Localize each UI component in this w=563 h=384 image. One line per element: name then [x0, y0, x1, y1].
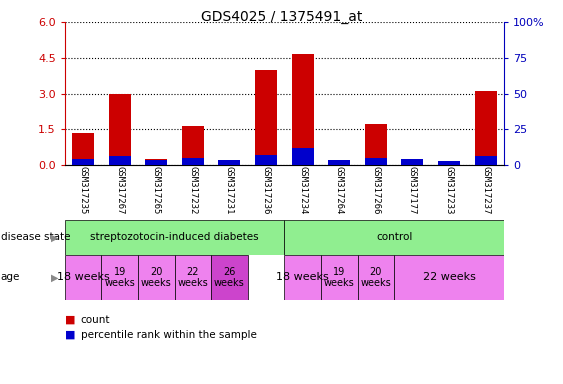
Bar: [475, 91, 497, 165]
Bar: [358, 255, 394, 300]
Bar: [292, 148, 314, 165]
Bar: [72, 159, 94, 165]
Text: percentile rank within the sample: percentile rank within the sample: [81, 330, 256, 340]
Text: ▶: ▶: [51, 232, 59, 243]
Text: 20
weeks: 20 weeks: [360, 267, 391, 288]
Bar: [109, 93, 131, 165]
Bar: [284, 255, 321, 300]
Bar: [175, 255, 211, 300]
Bar: [109, 156, 131, 165]
Text: 22 weeks: 22 weeks: [423, 273, 475, 283]
Bar: [101, 255, 138, 300]
Text: 26
weeks: 26 weeks: [214, 267, 245, 288]
Text: age: age: [1, 273, 20, 283]
Bar: [438, 162, 460, 165]
Bar: [255, 70, 277, 165]
Bar: [475, 156, 497, 165]
Bar: [65, 220, 284, 255]
Bar: [394, 255, 504, 300]
Bar: [218, 160, 240, 165]
Bar: [284, 220, 504, 255]
Text: ■: ■: [65, 330, 75, 340]
Bar: [218, 160, 240, 165]
Text: ▶: ▶: [51, 273, 59, 283]
Text: 22
weeks: 22 weeks: [177, 267, 208, 288]
Bar: [138, 255, 175, 300]
Bar: [65, 255, 101, 300]
Bar: [182, 158, 204, 165]
Bar: [365, 124, 387, 165]
Text: 20
weeks: 20 weeks: [141, 267, 172, 288]
Bar: [182, 126, 204, 165]
Text: streptozotocin-induced diabetes: streptozotocin-induced diabetes: [90, 232, 259, 243]
Text: control: control: [376, 232, 412, 243]
Bar: [438, 161, 460, 165]
Bar: [211, 255, 248, 300]
Bar: [401, 159, 423, 165]
Bar: [321, 255, 358, 300]
Text: disease state: disease state: [1, 232, 70, 243]
Text: GDS4025 / 1375491_at: GDS4025 / 1375491_at: [201, 10, 362, 23]
Bar: [145, 159, 167, 165]
Bar: [292, 54, 314, 165]
Bar: [365, 158, 387, 165]
Bar: [401, 159, 423, 165]
Text: 18 weeks: 18 weeks: [57, 273, 109, 283]
Text: count: count: [81, 315, 110, 325]
Text: 19
weeks: 19 weeks: [324, 267, 355, 288]
Text: 18 weeks: 18 weeks: [276, 273, 329, 283]
Bar: [145, 160, 167, 165]
Bar: [328, 160, 350, 165]
Text: ■: ■: [65, 315, 75, 325]
Bar: [328, 160, 350, 165]
Bar: [255, 155, 277, 165]
Bar: [72, 133, 94, 165]
Text: 19
weeks: 19 weeks: [104, 267, 135, 288]
